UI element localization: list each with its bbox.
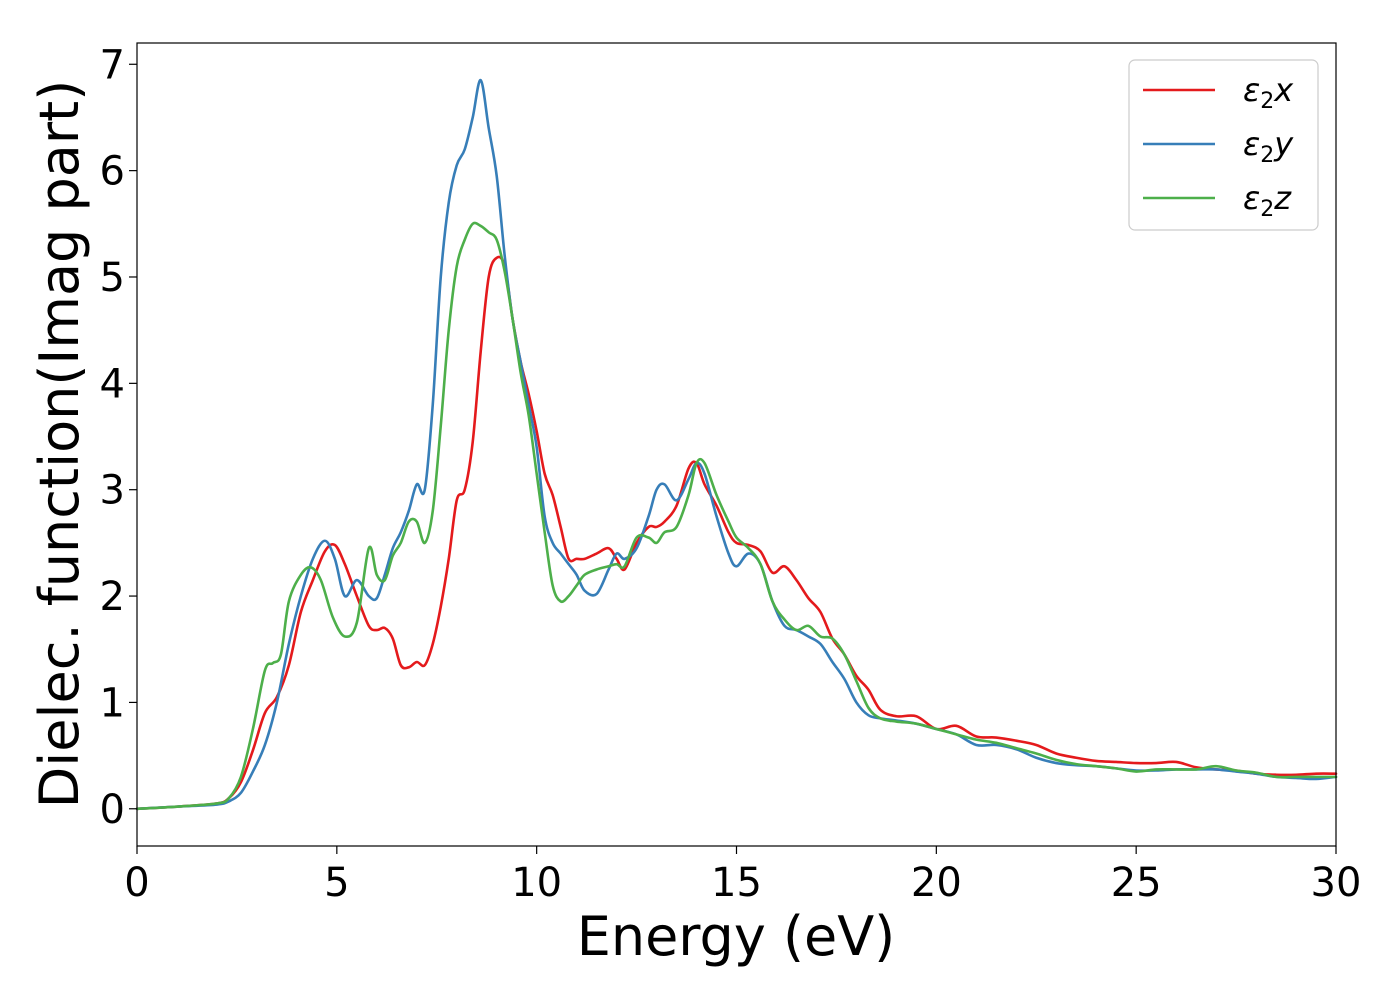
y-tick-label: 7 — [100, 42, 125, 88]
x-tick-label: 10 — [511, 860, 562, 906]
y-tick-label: 4 — [100, 361, 125, 407]
series-line-1 — [135, 255, 1338, 811]
legend-box — [1128, 59, 1319, 231]
x-tick-label: 5 — [324, 860, 349, 906]
y-axis: 0 1 2 3 4 5 6 7 — [100, 42, 137, 833]
y-tick-label: 2 — [100, 574, 125, 620]
y-tick-label: 1 — [100, 680, 125, 726]
series-line-2 — [135, 78, 1338, 811]
x-axis-title: Energy (eV) — [577, 905, 896, 968]
series-group — [135, 78, 1338, 811]
series-line-3 — [135, 221, 1338, 811]
y-axis-title: Dielec. function(Imag part) — [28, 80, 91, 809]
legend-label-2: ε2y — [1243, 125, 1294, 168]
y-tick-label: 0 — [100, 787, 125, 833]
x-tick-label: 30 — [1311, 860, 1362, 906]
x-tick-label: 25 — [1111, 860, 1162, 906]
y-tick-label: 5 — [100, 255, 125, 301]
legend-label-1: ε2x — [1243, 71, 1294, 114]
x-tick-label: 15 — [711, 860, 762, 906]
x-tick-label: 0 — [124, 860, 149, 906]
legend-label-3: ε2z — [1243, 179, 1292, 222]
x-axis: 0 5 10 15 20 25 30 — [124, 846, 1361, 906]
x-tick-label: 20 — [911, 860, 962, 906]
y-tick-label: 3 — [100, 468, 125, 514]
y-tick-label: 6 — [100, 149, 125, 195]
legend: ε2x ε2y ε2z — [1128, 59, 1319, 231]
